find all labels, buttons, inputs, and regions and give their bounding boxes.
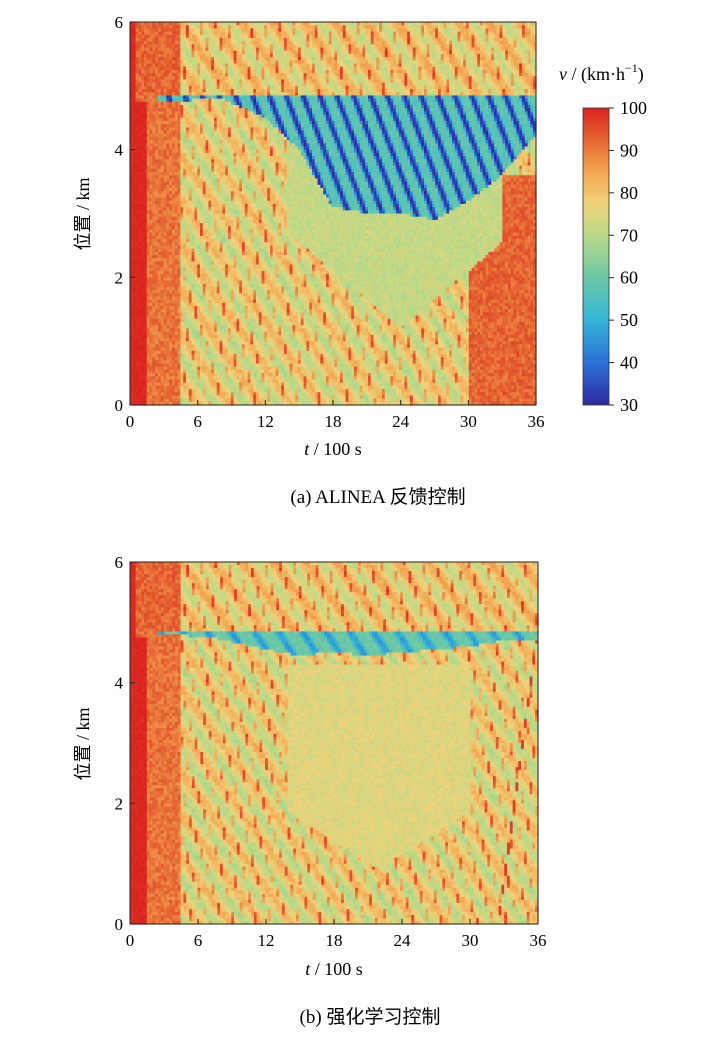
heatmap-a-plot bbox=[130, 22, 537, 406]
